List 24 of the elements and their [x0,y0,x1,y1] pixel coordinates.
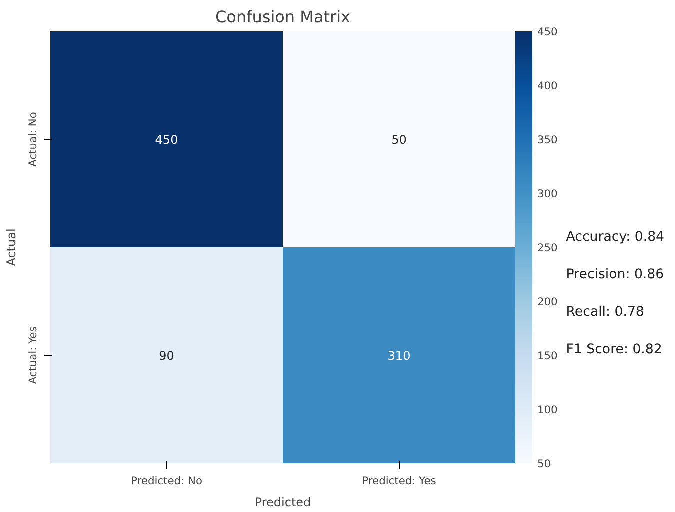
color-bar-label: 400 [538,80,558,92]
text: Accuracy: 0.84 [566,230,665,245]
color-bar-label: 350 [538,134,558,146]
text: F1 Score: 0.82 [566,342,662,358]
x-tick-label: Predicted: Yes [362,474,437,488]
color-bar-label: 450 [538,26,558,38]
color-bar-label: 250 [538,242,558,254]
color-bar-label: 200 [538,296,558,308]
color-bar-label: 100 [538,404,558,416]
x-axis-title: Predicted [254,496,312,510]
y-tick-label: Actual: Yes [26,326,40,384]
x-tick-label: Predicted: No [131,474,203,488]
y-tick-label: Actual: No [26,112,40,167]
color-bar-label: 50 [538,458,552,470]
chart-title: Confusion Matrix [215,8,351,26]
color-bar-label: 150 [538,350,558,362]
color-bar-label: 300 [538,188,558,200]
data-label: 50 [392,133,407,147]
text: Recall: 0.78 [566,304,644,320]
text: Precision: 0.86 [566,267,664,282]
data-label: 90 [159,349,174,363]
y-axis-title: Actual [4,228,18,266]
data-label: 450 [155,133,178,147]
data-label: 310 [388,349,411,363]
